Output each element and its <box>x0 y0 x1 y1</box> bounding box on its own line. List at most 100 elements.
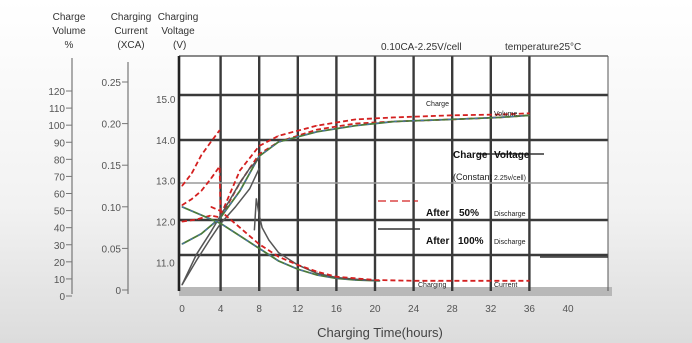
data-point <box>181 204 183 206</box>
data-point <box>499 113 502 116</box>
voltage-series-line <box>181 112 530 216</box>
voltage-axis-tick: 14.0 <box>156 136 176 147</box>
data-point <box>490 280 492 282</box>
voltage-axis-header: Charging <box>158 12 199 23</box>
volume-axis-tick: 40 <box>54 224 66 235</box>
x-axis-label: Charging Time(hours) <box>317 325 443 340</box>
data-point <box>195 259 198 261</box>
data-point <box>219 165 221 168</box>
after50-label: 50% <box>459 208 479 219</box>
data-point <box>181 243 183 245</box>
data-point <box>528 114 531 116</box>
data-point <box>316 274 318 276</box>
current-axis-tick: 0 <box>115 286 121 297</box>
data-point <box>316 129 318 131</box>
data-point <box>451 280 453 282</box>
data-point <box>210 237 212 239</box>
after50-label: After <box>426 208 449 219</box>
volume-axis-tick: 30 <box>54 241 66 252</box>
x-axis-tick: 40 <box>562 304 574 315</box>
data-point <box>277 251 280 254</box>
temperature-text: temperature25°C <box>505 42 581 53</box>
data-point <box>210 206 212 208</box>
data-point <box>261 227 263 229</box>
data-point <box>239 235 241 237</box>
data-point <box>210 178 212 180</box>
data-point <box>195 218 198 221</box>
current-axis-header: Current <box>114 26 148 37</box>
volume-axis-tick: 20 <box>54 258 66 269</box>
data-point <box>258 214 260 216</box>
condition-text: 0.10CA-2.25V/cell <box>381 42 462 53</box>
current-axis-tick: 0.10 <box>102 203 122 214</box>
data-point <box>239 227 241 229</box>
data-point <box>210 141 212 143</box>
volume-axis-tick: 100 <box>48 121 65 132</box>
data-point <box>379 280 381 282</box>
data-point <box>229 198 231 200</box>
x-axis-tick: 0 <box>179 304 185 315</box>
data-point <box>316 272 318 274</box>
data-point <box>258 155 260 157</box>
constant-label: (Constant <box>453 172 493 182</box>
charge-voltage-label: Voltage <box>494 150 530 161</box>
voltage-axis-tick: 15.0 <box>156 95 176 106</box>
data-point <box>258 145 260 147</box>
charging-current-label: Current <box>494 282 517 289</box>
data-point <box>355 118 357 121</box>
data-point <box>239 169 241 172</box>
data-point <box>451 114 453 116</box>
constant-label: 2.25v/cell) <box>494 175 526 182</box>
x-axis-tick: 36 <box>524 304 536 315</box>
x-axis-tick: 28 <box>447 304 459 315</box>
x-axis-tick: 12 <box>292 304 304 315</box>
charge-voltage-label: Charge <box>453 150 488 161</box>
data-point <box>181 206 183 208</box>
data-point <box>258 243 260 245</box>
x-axis-tick: 4 <box>218 304 224 315</box>
x-axis-tick: 32 <box>485 304 497 315</box>
charging-current-label: Charging <box>418 282 447 289</box>
data-point <box>277 141 280 143</box>
data-point <box>248 188 251 190</box>
charge-volume-label: Charge <box>426 101 449 108</box>
after100-label: Discharge <box>494 239 526 246</box>
voltage-axis-tick: 11.0 <box>156 258 175 269</box>
data-point <box>277 260 280 262</box>
data-point <box>277 256 280 258</box>
data-point <box>219 129 221 131</box>
data-point <box>297 264 299 266</box>
data-point <box>316 271 318 273</box>
after50-label: Discharge <box>494 211 526 218</box>
volume-axis-tick: 90 <box>54 138 66 149</box>
x-axis-tick: 16 <box>331 304 343 315</box>
current-axis-tick: 0.20 <box>102 120 122 131</box>
x-axis-tick: 20 <box>369 304 381 315</box>
data-point <box>335 276 337 278</box>
data-point <box>181 284 183 286</box>
plot-baseline-band <box>179 287 612 296</box>
data-point <box>181 185 183 187</box>
data-point <box>528 112 531 114</box>
data-point <box>220 214 222 217</box>
data-point <box>258 153 260 155</box>
data-point <box>191 198 193 200</box>
data-point <box>355 122 357 125</box>
current-axis-header: (XCA) <box>117 40 144 51</box>
voltage-axis-header: Voltage <box>161 26 195 37</box>
data-point <box>413 280 415 282</box>
volume-axis-tick: 110 <box>49 104 65 115</box>
data-point <box>191 172 193 175</box>
current-axis-tick: 0.25 <box>102 78 122 89</box>
data-point <box>239 182 241 184</box>
current-axis-header: Charging <box>111 12 152 23</box>
data-point <box>258 157 260 159</box>
data-point <box>258 247 260 249</box>
volume-axis-tick: 0 <box>59 292 65 303</box>
data-point <box>253 229 255 231</box>
volume-axis-tick: 80 <box>54 155 66 166</box>
charge-volume-label: Volume <box>494 111 517 118</box>
data-point <box>220 210 222 212</box>
volume-axis-tick: 60 <box>54 190 66 201</box>
